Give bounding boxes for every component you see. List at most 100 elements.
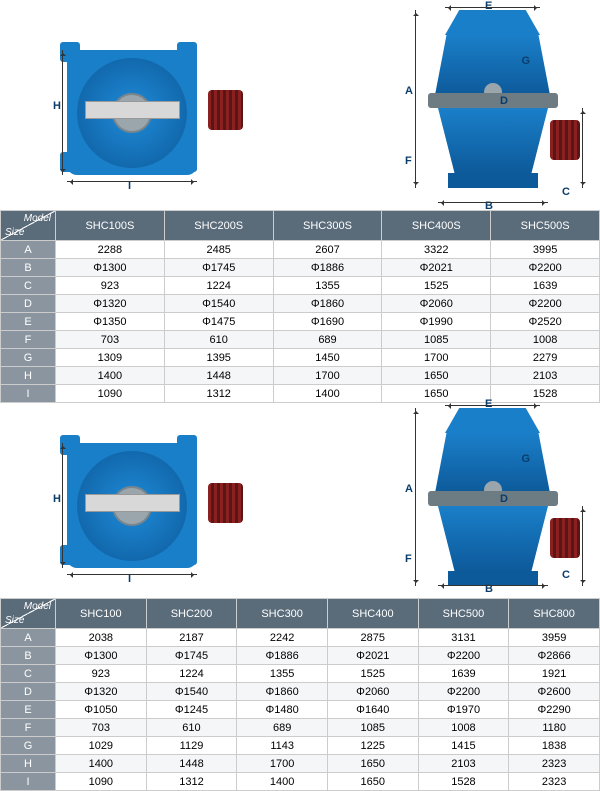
spec-cell: 2288: [56, 241, 165, 259]
spec-cell: 1225: [327, 737, 418, 755]
spec-cell: 1639: [418, 665, 509, 683]
table-row: C92312241355152516391921: [1, 665, 600, 683]
model-header: SHC100: [56, 599, 147, 629]
table-row: F703610689108510081180: [1, 719, 600, 737]
dim-label-A: A: [405, 483, 413, 495]
table-row: I10901312140016501528: [1, 385, 600, 403]
dim-label-H: H: [53, 493, 61, 505]
size-label: F: [1, 331, 56, 349]
table-corner-cell: ModelSize: [1, 599, 56, 629]
table-row: C9231224135515251639: [1, 277, 600, 295]
model-header: SHC500: [418, 599, 509, 629]
spec-cell: Φ2200: [418, 647, 509, 665]
spec-cell: 1395: [164, 349, 273, 367]
spec-cell: 3131: [418, 629, 509, 647]
spec-cell: Φ2866: [509, 647, 600, 665]
spec-cell: 1700: [237, 755, 328, 773]
spec-cell: 1355: [273, 277, 382, 295]
spec-cell: Φ2200: [418, 683, 509, 701]
spec-cell: Φ1745: [146, 647, 237, 665]
spec-cell: 923: [56, 665, 147, 683]
spec-cell: 1090: [56, 385, 165, 403]
spec-table-2: ModelSizeSHC100SHC200SHC300SHC400SHC500S…: [0, 598, 600, 791]
table-row: EΦ1350Φ1475Φ1690Φ1990Φ2520: [1, 313, 600, 331]
spec-cell: 689: [273, 331, 382, 349]
spec-cell: 1525: [327, 665, 418, 683]
spec-cell: 2187: [146, 629, 237, 647]
spec-cell: Φ1540: [146, 683, 237, 701]
spec-cell: Φ2200: [491, 295, 600, 313]
spec-cell: 2607: [273, 241, 382, 259]
dim-label-C: C: [562, 569, 570, 581]
spec-cell: Φ2600: [509, 683, 600, 701]
size-label: B: [1, 259, 56, 277]
size-label: I: [1, 385, 56, 403]
spec-cell: 1312: [146, 773, 237, 791]
size-label: E: [1, 701, 56, 719]
spec-cell: Φ1475: [164, 313, 273, 331]
spec-cell: 1090: [56, 773, 147, 791]
spec-cell: Φ1480: [237, 701, 328, 719]
spec-cell: 1312: [164, 385, 273, 403]
size-label: D: [1, 683, 56, 701]
size-label: D: [1, 295, 56, 313]
spec-cell: 1180: [509, 719, 600, 737]
spec-cell: 689: [237, 719, 328, 737]
spec-cell: Φ1745: [164, 259, 273, 277]
top-view-diagram-2: H I: [55, 423, 225, 583]
spec-cell: Φ1860: [237, 683, 328, 701]
table-row: G13091395145017002279: [1, 349, 600, 367]
table-row: A203821872242287531313959: [1, 629, 600, 647]
spec-cell: 2875: [327, 629, 418, 647]
spec-cell: 923: [56, 277, 165, 295]
spec-cell: 3995: [491, 241, 600, 259]
spec-cell: 1525: [382, 277, 491, 295]
spec-cell: Φ2060: [327, 683, 418, 701]
spec-cell: 1650: [327, 773, 418, 791]
spec-cell: Φ2200: [491, 259, 600, 277]
dim-label-G: G: [521, 55, 530, 67]
spec-cell: Φ2021: [327, 647, 418, 665]
spec-cell: 1029: [56, 737, 147, 755]
side-view-diagram-1: E A F G D B C: [400, 5, 585, 210]
dim-label-C: C: [562, 186, 570, 198]
spec-cell: 1921: [509, 665, 600, 683]
top-view-diagram-1: H I: [55, 30, 225, 190]
spec-cell: 1415: [418, 737, 509, 755]
spec-cell: Φ1690: [273, 313, 382, 331]
model-header: SHC500S: [491, 211, 600, 241]
spec-cell: 1085: [382, 331, 491, 349]
dim-label-G: G: [521, 453, 530, 465]
table-row: BΦ1300Φ1745Φ1886Φ2021Φ2200Φ2866: [1, 647, 600, 665]
size-label: B: [1, 647, 56, 665]
spec-cell: 703: [56, 331, 165, 349]
spec-cell: 1448: [164, 367, 273, 385]
spec-cell: 1008: [418, 719, 509, 737]
spec-cell: 2242: [237, 629, 328, 647]
table-row: EΦ1050Φ1245Φ1480Φ1640Φ1970Φ2290: [1, 701, 600, 719]
spec-cell: Φ1300: [56, 259, 165, 277]
spec-cell: Φ1860: [273, 295, 382, 313]
size-label: H: [1, 755, 56, 773]
model-header: SHC800: [509, 599, 600, 629]
spec-cell: Φ1320: [56, 683, 147, 701]
size-label: C: [1, 665, 56, 683]
dim-label-E: E: [485, 398, 492, 410]
spec-cell: 1700: [382, 349, 491, 367]
diagram-section-1: H I E A F G D B C: [0, 0, 600, 210]
spec-cell: Φ1886: [237, 647, 328, 665]
size-label: H: [1, 367, 56, 385]
spec-cell: Φ1320: [56, 295, 165, 313]
spec-cell: 1650: [382, 385, 491, 403]
spec-cell: Φ1540: [164, 295, 273, 313]
model-header: SHC300: [237, 599, 328, 629]
size-label: C: [1, 277, 56, 295]
spec-cell: 1309: [56, 349, 165, 367]
model-header: SHC300S: [273, 211, 382, 241]
spec-cell: 1448: [146, 755, 237, 773]
model-header: SHC200: [146, 599, 237, 629]
spec-cell: 1650: [382, 367, 491, 385]
model-header: SHC400S: [382, 211, 491, 241]
spec-cell: 1400: [273, 385, 382, 403]
spec-cell: Φ1886: [273, 259, 382, 277]
